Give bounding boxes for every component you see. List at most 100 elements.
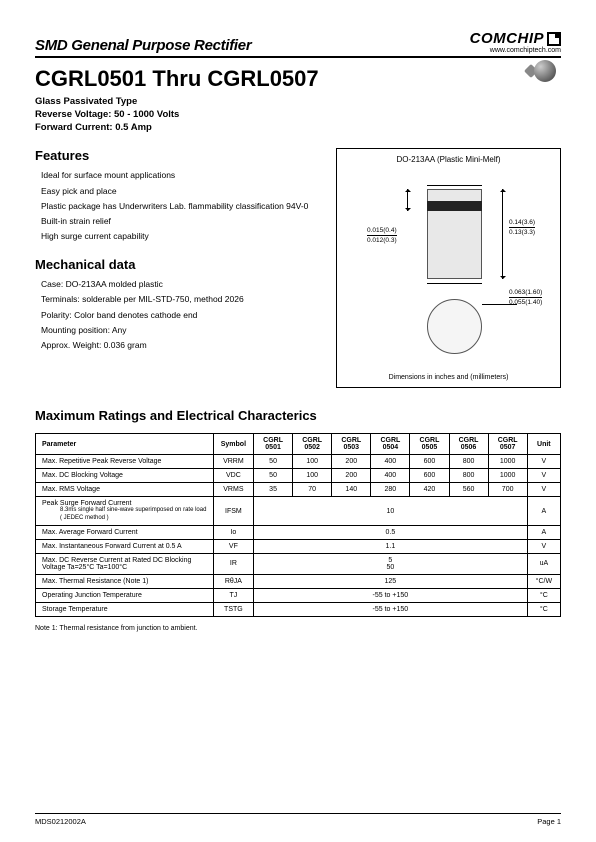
product-name: CGRL0501 Thru CGRL0507 [35,66,561,92]
category-title: SMD Genenal Purpose Rectifier [35,37,251,54]
cell-unit: A [527,497,560,525]
feature-item: Easy pick and place [41,185,322,198]
cell-value: 200 [332,455,371,469]
cell-symbol: TJ [213,588,253,602]
cell-parameter: Max. DC Reverse Current at Rated DC Bloc… [36,553,214,574]
cell-value: 50 [254,469,293,483]
cell-parameter: Storage Temperature [36,602,214,616]
table-row: Max. Repetitive Peak Reverse VoltageVRRM… [36,455,561,469]
dim-label: 0.055(1.40) [509,299,542,306]
cell-parameter: Max. DC Blocking Voltage [36,469,214,483]
col-part: CGRL 0505 [410,434,449,455]
brand-icon [547,32,561,46]
mech-item: Case: DO-213AA molded plastic [41,278,322,291]
ratings-heading: Maximum Ratings and Electrical Character… [35,408,561,423]
dim-label: 0.13(3.3) [509,229,535,236]
ratings-table: Parameter Symbol CGRL 0501 CGRL 0502 CGR… [35,433,561,616]
col-part: CGRL 0501 [254,434,293,455]
table-header-row: Parameter Symbol CGRL 0501 CGRL 0502 CGR… [36,434,561,455]
product-spec: Glass Passivated Type Reverse Voltage: 5… [35,96,561,134]
dim-label: 0.012(0.3) [367,237,397,244]
cell-value: 70 [293,483,332,497]
cell-symbol: TSTG [213,602,253,616]
table-footnote: Note 1: Thermal resistance from junction… [35,625,561,632]
dim-arrow [502,189,503,279]
page-number: Page 1 [537,817,561,826]
dim-label: 0.14(3.6) [509,219,535,228]
spec-fc: Forward Current: 0.5 Amp [35,122,561,135]
cell-value-merged: 0.5 [254,525,528,539]
cell-value: 600 [410,469,449,483]
cell-value: 1000 [488,455,527,469]
cell-value: 1000 [488,469,527,483]
cell-symbol: VF [213,539,253,553]
cell-parameter: Max. Thermal Resistance (Note 1) [36,574,214,588]
feature-item: Plastic package has Underwriters Lab. fl… [41,200,322,213]
dim-arrow [407,189,408,211]
dim-label: 0.015(0.4) [367,227,397,236]
cell-value: 35 [254,483,293,497]
cell-value: 100 [293,469,332,483]
col-part: CGRL 0506 [449,434,488,455]
cell-unit: uA [527,553,560,574]
cell-unit: V [527,455,560,469]
feature-item: Built-in strain relief [41,215,322,228]
brand-logo: COMCHIP www.comchiptech.com [470,30,561,54]
features-heading: Features [35,148,322,163]
table-row: Peak Surge Forward Current8.3ms single h… [36,497,561,525]
features-list: Ideal for surface mount applications Eas… [35,169,322,243]
cell-value: 800 [449,455,488,469]
feature-item: Ideal for surface mount applications [41,169,322,182]
brand-url: www.comchiptech.com [470,47,561,54]
component-photo [526,58,556,84]
cell-value-merged: -55 to +150 [254,602,528,616]
table-row: Operating Junction TemperatureTJ-55 to +… [36,588,561,602]
cell-parameter: Operating Junction Temperature [36,588,214,602]
cell-value: 600 [410,455,449,469]
cell-unit: V [527,539,560,553]
col-parameter: Parameter [36,434,214,455]
feature-item: High surge current capability [41,230,322,243]
cell-unit: °C [527,602,560,616]
cell-value: 560 [449,483,488,497]
table-row: Max. Thermal Resistance (Note 1)RθJA125°… [36,574,561,588]
mech-item: Terminals: solderable per MIL-STD-750, m… [41,293,322,306]
cell-value: 200 [332,469,371,483]
col-part: CGRL 0502 [293,434,332,455]
mechanical-list: Case: DO-213AA molded plastic Terminals:… [35,278,322,352]
cell-value: 700 [488,483,527,497]
spec-rv: Reverse Voltage: 50 - 1000 Volts [35,109,561,122]
cell-symbol: VDC [213,469,253,483]
cell-symbol: IR [213,553,253,574]
package-band [427,201,482,211]
cell-symbol: VRMS [213,483,253,497]
package-endview [427,299,482,354]
table-row: Max. RMS VoltageVRMS3570140280420560700V [36,483,561,497]
mechanical-heading: Mechanical data [35,257,322,272]
cell-value-merged: 125 [254,574,528,588]
cell-unit: A [527,525,560,539]
page-footer: MDS0212002A Page 1 [35,813,561,826]
cell-value: 420 [410,483,449,497]
dim-label: 0.063(1.60) [509,289,542,298]
table-row: Max. DC Blocking VoltageVDC5010020040060… [36,469,561,483]
cell-value: 280 [371,483,410,497]
dim-line [427,283,482,284]
cell-unit: °C [527,588,560,602]
cell-parameter: Max. RMS Voltage [36,483,214,497]
table-row: Storage TemperatureTSTG-55 to +150°C [36,602,561,616]
cell-unit: V [527,483,560,497]
cell-parameter: Max. Instantaneous Forward Current at 0.… [36,539,214,553]
spec-type: Glass Passivated Type [35,96,561,109]
dim-line [427,185,482,186]
cell-unit: V [527,469,560,483]
mech-item: Mounting position: Any [41,324,322,337]
cell-value-merged: 5 50 [254,553,528,574]
table-row: Max. Average Forward CurrentIo0.5A [36,525,561,539]
cell-symbol: IFSM [213,497,253,525]
cell-value: 800 [449,469,488,483]
cell-parameter: Max. Average Forward Current [36,525,214,539]
col-part: CGRL 0507 [488,434,527,455]
diagram-title: DO-213AA (Plastic Mini-Melf) [343,155,554,164]
mech-item: Polarity: Color band denotes cathode end [41,309,322,322]
